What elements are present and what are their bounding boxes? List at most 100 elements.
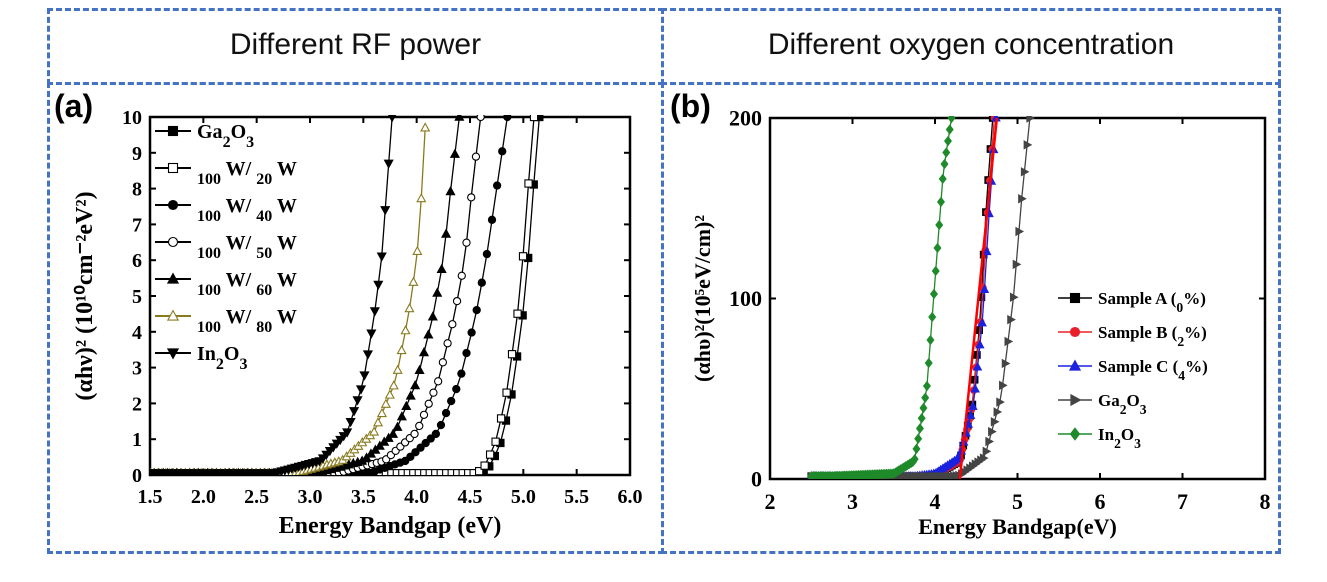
data-point xyxy=(1009,292,1019,302)
data-point xyxy=(467,193,476,202)
x-tick-label: 4.5 xyxy=(458,486,483,508)
data-point xyxy=(477,278,486,287)
legend-marker xyxy=(167,236,179,248)
data-point xyxy=(418,346,430,357)
data-point xyxy=(975,339,985,349)
data-point xyxy=(1026,116,1035,123)
data-point xyxy=(480,461,489,470)
data-point xyxy=(965,410,976,419)
legend-marker xyxy=(1069,326,1081,338)
data-point xyxy=(933,242,942,254)
data-point xyxy=(996,397,1005,407)
data-point xyxy=(448,320,457,329)
data-point xyxy=(443,339,452,348)
data-point xyxy=(359,371,370,381)
data-point xyxy=(922,380,931,392)
data-point xyxy=(408,276,419,286)
y-tick-label: 0 xyxy=(132,465,142,487)
data-point xyxy=(412,245,423,255)
data-point xyxy=(388,380,399,390)
panel-b-header: Different oxygen concentration xyxy=(767,28,1175,61)
data-point xyxy=(1020,167,1030,177)
legend-label: In2O3 xyxy=(197,343,247,373)
data-point xyxy=(345,417,356,428)
legend-marker xyxy=(167,199,179,211)
data-point xyxy=(369,307,380,317)
data-point xyxy=(979,284,990,293)
data-point xyxy=(362,350,373,360)
data-point xyxy=(441,408,451,418)
y-tick-label: 10 xyxy=(122,107,142,129)
data-point xyxy=(436,420,446,430)
data-point xyxy=(387,428,399,438)
legend-label: Ga2O3 xyxy=(1098,391,1147,417)
data-point xyxy=(502,388,511,397)
data-point xyxy=(441,228,452,238)
data-point xyxy=(429,388,438,397)
legend-label: Sample B (2%) xyxy=(1098,323,1207,349)
data-point xyxy=(462,238,471,247)
x-tick-label: 2.5 xyxy=(244,486,269,508)
data-point xyxy=(1015,226,1025,237)
data-point xyxy=(947,116,956,124)
x-tick-label: 3.5 xyxy=(351,486,376,508)
x-tick-label: 5.0 xyxy=(511,486,536,508)
data-point xyxy=(457,369,466,378)
y-tick-label: 200 xyxy=(729,106,762,131)
y-tick-label: 0 xyxy=(751,467,762,492)
data-point xyxy=(1007,314,1016,325)
data-point xyxy=(406,452,415,461)
data-point xyxy=(401,400,412,411)
data-point xyxy=(424,399,433,408)
data-point xyxy=(384,389,395,399)
series-line xyxy=(811,117,953,477)
data-point xyxy=(485,450,495,459)
data-point xyxy=(366,329,377,339)
data-point xyxy=(929,288,938,300)
data-point xyxy=(411,448,420,457)
data-point xyxy=(985,436,994,447)
data-point xyxy=(414,364,425,375)
data-point xyxy=(369,426,380,436)
data-point xyxy=(982,446,992,457)
data-point xyxy=(982,246,992,256)
legend-marker xyxy=(1069,427,1081,441)
data-point xyxy=(349,407,360,417)
data-point xyxy=(518,252,528,261)
data-point xyxy=(979,453,989,463)
data-point xyxy=(943,135,952,147)
data-point xyxy=(993,407,1003,417)
data-point xyxy=(977,317,987,327)
data-point xyxy=(452,296,462,306)
data-point xyxy=(462,348,471,358)
series-group xyxy=(150,115,544,475)
data-point xyxy=(383,159,394,169)
data-point xyxy=(935,219,944,231)
legend: Ga2O3 100 W/ 20 W 100 W/ 40 W 100 W/ 50 W 10… xyxy=(155,121,297,373)
legend-label: 100 W/ 50 W xyxy=(197,232,297,262)
data-point xyxy=(487,215,497,224)
data-point xyxy=(431,429,441,439)
data-point xyxy=(426,434,435,443)
data-point xyxy=(928,311,937,323)
data-point xyxy=(990,417,1000,427)
data-point xyxy=(405,390,416,400)
data-point xyxy=(416,443,425,452)
y-tick-label: 2 xyxy=(132,393,142,415)
data-point xyxy=(449,148,460,158)
data-point xyxy=(445,186,456,196)
x-tick-label: 3 xyxy=(847,489,858,514)
legend-label: Sample A (0%) xyxy=(1098,289,1206,315)
x-tick-label: 1.5 xyxy=(138,486,163,508)
data-point xyxy=(457,271,466,280)
data-point xyxy=(912,443,921,455)
data-point xyxy=(924,357,933,369)
panel-b-label: (b) xyxy=(670,88,711,124)
data-point xyxy=(1012,259,1022,270)
data-point xyxy=(945,124,954,135)
x-tick-label: 2.0 xyxy=(191,486,216,508)
x-tick-label: 7 xyxy=(1177,489,1188,514)
data-point xyxy=(507,350,517,359)
data-point xyxy=(917,413,926,424)
